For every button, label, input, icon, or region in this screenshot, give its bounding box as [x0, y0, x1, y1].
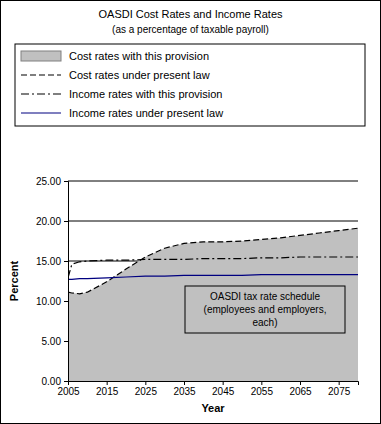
- x-tick-label: 2065: [289, 386, 312, 397]
- y-axis: 0.00 5.00 10.00 15.00 20.00 25.00: [36, 176, 69, 387]
- area: [68, 228, 358, 381]
- legend-box: [15, 44, 365, 126]
- grid-line: [68, 181, 358, 182]
- x-tick-label: 2005: [57, 386, 80, 397]
- x-tick-mark: [223, 381, 224, 385]
- x-tick-label: 2075: [328, 386, 351, 397]
- line: [68, 228, 358, 294]
- title: OASDI Cost Rates and Income Rates: [98, 8, 283, 20]
- chart: OASDI Cost Rates and Income Rates (as a p…: [0, 0, 381, 424]
- x-tick: 2075: [328, 381, 351, 397]
- x-tick-mark: [300, 381, 301, 385]
- x-tick-mark: [184, 381, 185, 385]
- y-tick: 0.00: [42, 376, 68, 387]
- y-tick: 25.00: [36, 176, 68, 187]
- x-tick-label: 2025: [135, 386, 158, 397]
- annotation-text: OASDI tax rate schedule: [210, 291, 320, 302]
- legend-swatch: [21, 74, 61, 75]
- legend: Cost rates with this provision Cost rates…: [15, 44, 365, 126]
- y-tick-label: 10.00: [36, 296, 61, 307]
- y-tick-label: 5.00: [42, 336, 62, 347]
- grid-line: [68, 221, 358, 222]
- x-axis: 2005 2015 2025 2035 2045 2055 2065 2075: [57, 381, 358, 397]
- y-tick-label: 20.00: [36, 216, 61, 227]
- annotation-text: each): [252, 317, 277, 328]
- y-tick-label: 0.00: [42, 376, 62, 387]
- x-tick: 2035: [173, 381, 196, 397]
- x-tick-label: 2055: [251, 386, 274, 397]
- legend-label: Income rates with this provision: [69, 88, 222, 100]
- y-tick: 20.00: [36, 216, 68, 227]
- x-tick-label: 2035: [173, 386, 196, 397]
- x-axis-title: Year: [201, 402, 225, 414]
- y-tick-label: 15.00: [36, 256, 61, 267]
- x-tick: 2025: [135, 381, 158, 397]
- legend-label: Income rates under present law: [69, 107, 223, 119]
- subtitle: (as a percentage of taxable payroll): [112, 24, 269, 35]
- y-tick-mark: [64, 221, 68, 222]
- y-tick: 5.00: [42, 336, 68, 347]
- legend-label: Cost rates with this provision: [69, 50, 209, 62]
- y-tick-mark: [64, 301, 68, 302]
- y-tick-mark: [64, 261, 68, 262]
- chart-frame: [1, 1, 381, 424]
- x-tick: 2055: [251, 381, 274, 397]
- annotation-box: [185, 286, 345, 333]
- line: [68, 275, 358, 280]
- x-tick-mark: [145, 381, 146, 385]
- x-axis-line: [69, 382, 359, 386]
- y-tick: 10.00: [36, 296, 68, 307]
- x-tick: 2015: [96, 381, 119, 397]
- grid: [68, 181, 358, 381]
- y-tick-mark: [64, 181, 68, 182]
- y-tick-mark: [64, 381, 68, 382]
- annotation-text: (employees and employers,: [204, 304, 327, 315]
- y-tick: 15.00: [36, 256, 68, 267]
- x-tick: 2065: [289, 381, 312, 397]
- x-tick: 2005: [57, 381, 80, 397]
- legend-swatch: [21, 93, 61, 94]
- y-axis-title: Percent: [8, 260, 20, 301]
- x-tick-mark: [339, 381, 340, 385]
- x-tick-mark: [68, 381, 69, 385]
- x-tick: 2045: [212, 381, 235, 397]
- y-tick-mark: [64, 341, 68, 342]
- x-tick-mark: [261, 381, 262, 385]
- y-axis-line: [64, 182, 69, 382]
- legend-label: Cost rates under present law: [69, 69, 210, 81]
- annotation: OASDI tax rate schedule (employees and em…: [185, 286, 345, 333]
- x-tick-label: 2045: [212, 386, 235, 397]
- x-tick-label: 2015: [96, 386, 119, 397]
- x-tick-mark: [107, 381, 108, 385]
- legend-swatch: [21, 112, 61, 113]
- y-tick-label: 25.00: [36, 176, 61, 187]
- plot-area: [68, 228, 358, 381]
- legend-swatch: [21, 51, 61, 61]
